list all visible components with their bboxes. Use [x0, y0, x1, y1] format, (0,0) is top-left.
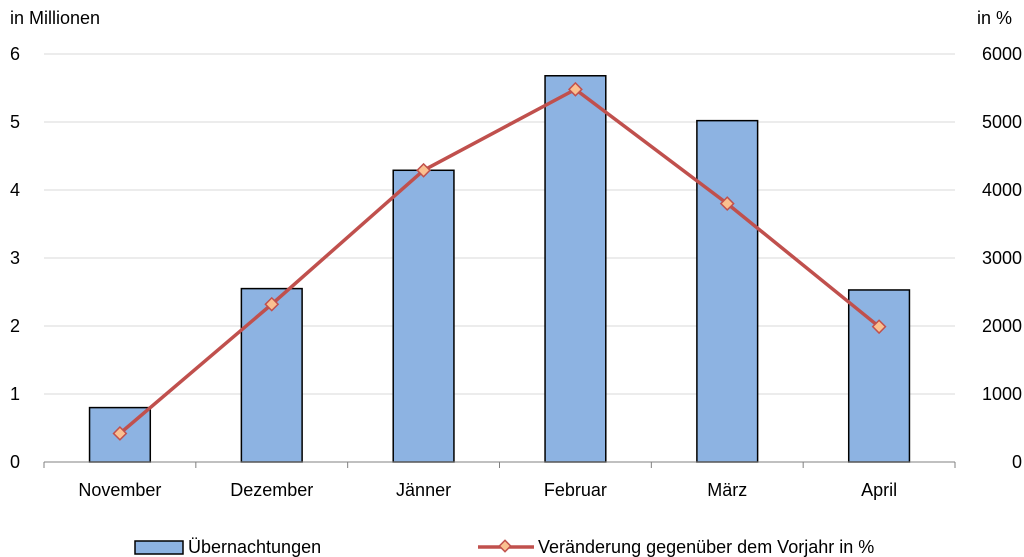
y-left-tick-label: 4 [10, 180, 20, 200]
x-tick-label: März [707, 480, 747, 500]
y-left-tick-label: 5 [10, 112, 20, 132]
y-left-tick-label: 6 [10, 44, 20, 64]
x-tick-label: Dezember [230, 480, 313, 500]
x-tick-label: Februar [544, 480, 607, 500]
x-tick-label: November [78, 480, 161, 500]
bar-series [88, 75, 911, 463]
line-point [719, 196, 735, 212]
y-left-tick-label: 3 [10, 248, 20, 268]
line-point [416, 162, 432, 178]
y-right-tick-label: 5000 [982, 112, 1022, 132]
line-point [567, 81, 583, 97]
x-tick-label: Jänner [396, 480, 451, 500]
legend-label-bar: Übernachtungen [188, 537, 321, 557]
y-right-tick-label: 1000 [982, 384, 1022, 404]
series-line [118, 87, 881, 435]
y-right-tick-label: 2000 [982, 316, 1022, 336]
line-point [112, 426, 128, 441]
line-series [112, 81, 887, 441]
y-left-tick-label: 1 [10, 384, 20, 404]
axes [43, 461, 956, 468]
y-left-tick-labels: 0 1 2 3 4 5 6 [10, 44, 20, 472]
bar [392, 169, 455, 463]
y-right-tick-labels: 0 1000 2000 3000 4000 5000 6000 [982, 44, 1022, 472]
bar [240, 287, 303, 463]
gridlines [44, 53, 955, 395]
y-right-tick-label: 3000 [982, 248, 1022, 268]
y-right-axis-title: in % [977, 8, 1012, 28]
x-tick-labels: November Dezember Jänner Februar März April [78, 480, 897, 500]
bar [847, 289, 911, 463]
legend: Übernachtungen Veränderung gegenüber dem… [134, 537, 874, 557]
legend-label-line: Veränderung gegenüber dem Vorjahr in % [538, 537, 874, 557]
y-right-tick-label: 0 [1012, 452, 1022, 472]
bar [544, 75, 607, 463]
y-left-tick-label: 2 [10, 316, 20, 336]
line-point [871, 319, 887, 335]
legend-swatch-bar [134, 540, 184, 555]
x-tick-label: April [861, 480, 897, 500]
y-right-tick-label: 4000 [982, 180, 1022, 200]
line-point [264, 296, 280, 312]
y-left-tick-label: 0 [10, 452, 20, 472]
y-left-axis-title: in Millionen [10, 8, 100, 28]
y-right-tick-label: 6000 [982, 44, 1022, 64]
bar [696, 119, 759, 463]
legend-swatch-marker [498, 539, 512, 553]
